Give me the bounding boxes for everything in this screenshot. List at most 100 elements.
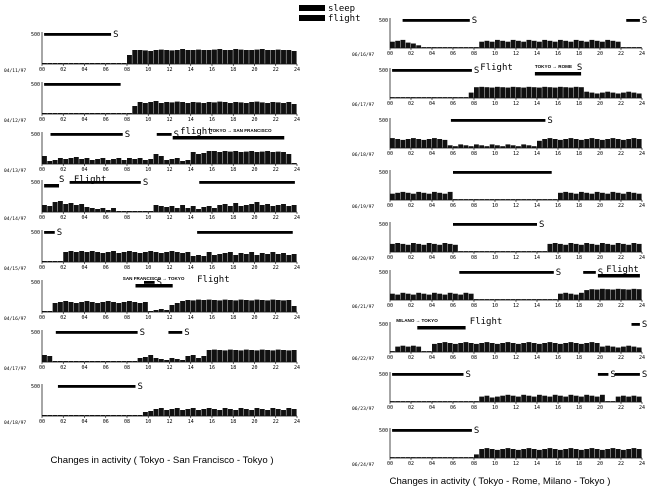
activity-bar — [238, 350, 244, 362]
activity-bar — [510, 395, 516, 402]
activity-bar — [286, 350, 292, 362]
activity-bar — [458, 144, 464, 148]
x-tick-label: 06 — [103, 117, 109, 123]
activity-bar — [270, 299, 276, 312]
activity-bar — [421, 139, 427, 148]
activity-bar — [442, 401, 448, 402]
activity-bar — [116, 303, 122, 312]
activity-bar — [552, 87, 558, 98]
x-tick-label: 14 — [534, 151, 540, 157]
activity-bar — [416, 457, 422, 458]
activity-bar — [153, 310, 159, 312]
activity-bar — [468, 343, 474, 352]
activity-bar — [400, 191, 406, 200]
activity-bar — [568, 293, 574, 300]
activity-bar — [190, 152, 196, 164]
activity-bar — [484, 87, 490, 98]
activity-bar — [421, 457, 427, 458]
activity-bar — [164, 160, 170, 164]
panel-date-label: 06/24/97 — [352, 462, 374, 468]
activity-bar — [169, 305, 175, 312]
activity-bar — [153, 154, 159, 164]
activity-bar — [158, 408, 164, 416]
activity-bar — [526, 448, 532, 458]
activity-bar — [600, 243, 605, 252]
activity-bar — [68, 203, 74, 212]
activity-bar — [217, 350, 223, 362]
activity-bar — [63, 63, 69, 64]
activity-bar — [42, 261, 47, 262]
activity-bar — [390, 401, 395, 402]
x-tick-label: 16 — [555, 355, 561, 361]
activity-bar — [291, 205, 297, 212]
activity-bar — [243, 409, 249, 416]
activity-bar — [610, 138, 616, 148]
activity-bar — [500, 343, 506, 352]
activity-bar — [411, 193, 416, 200]
activity-bar — [148, 211, 154, 212]
x-tick-label: 04 — [429, 303, 435, 309]
activity-bar — [265, 103, 271, 114]
activity-bar — [484, 299, 490, 300]
activity-bar — [52, 202, 58, 212]
activity-bar — [206, 350, 212, 362]
activity-bar — [42, 205, 47, 212]
activity-bar — [463, 97, 469, 98]
x-tick-label: 24 — [639, 303, 645, 309]
activity-bar — [111, 159, 116, 164]
activity-bar — [516, 199, 521, 200]
activity-bar — [275, 49, 281, 64]
x-tick-label: 14 — [534, 405, 540, 411]
activity-bar — [227, 409, 233, 416]
sleep-bar — [55, 331, 138, 334]
x-tick-label: 08 — [124, 365, 130, 371]
activity-bar — [631, 92, 637, 98]
activity-bar — [121, 302, 127, 312]
activity-bar — [169, 358, 175, 362]
activity-bar — [411, 294, 416, 300]
activity-bar — [447, 401, 453, 402]
activity-bar — [57, 113, 63, 114]
activity-bar — [105, 160, 111, 164]
activity-bar — [626, 396, 632, 402]
x-tick-label: 06 — [450, 203, 456, 209]
sleep-bar-label: S — [140, 328, 145, 338]
activity-bar — [47, 113, 53, 114]
activity-bar — [111, 63, 116, 64]
activity-bar — [516, 251, 521, 252]
activity-bar — [68, 158, 74, 164]
activity-bar — [458, 97, 464, 98]
activity-bar — [542, 343, 548, 352]
activity-bar — [286, 300, 292, 312]
activity-bar — [174, 359, 180, 362]
activity-bar — [79, 63, 85, 64]
activity-bar — [500, 146, 506, 148]
activity-bar — [411, 401, 416, 402]
activity-bar — [42, 156, 47, 164]
sleep-bar-label: S — [642, 370, 647, 380]
activity-bar — [196, 358, 201, 362]
activity-bar — [254, 152, 260, 164]
panel-date-label: 04/13/97 — [4, 168, 26, 174]
activity-bar — [222, 102, 228, 114]
sleep-bar — [57, 385, 136, 388]
activity-bar — [132, 211, 138, 212]
x-tick-label: 08 — [124, 215, 130, 221]
activity-bar — [164, 207, 170, 212]
activity-bar — [238, 408, 244, 416]
activity-bar — [254, 202, 260, 212]
activity-bar — [238, 299, 244, 312]
sleep-bar — [44, 83, 121, 86]
x-tick-label: 04 — [81, 167, 87, 173]
activity-bar — [547, 299, 553, 300]
x-tick-label: 08 — [471, 151, 477, 157]
activity-bar — [542, 86, 548, 98]
x-tick-label: 10 — [145, 365, 151, 371]
activity-bar — [558, 139, 563, 148]
activity-bar — [275, 205, 281, 212]
activity-bar — [505, 199, 511, 200]
activity-bar — [432, 97, 437, 98]
activity-bar — [400, 243, 406, 252]
activity-bar — [489, 87, 495, 98]
sleep-bar-label: S — [547, 116, 552, 126]
